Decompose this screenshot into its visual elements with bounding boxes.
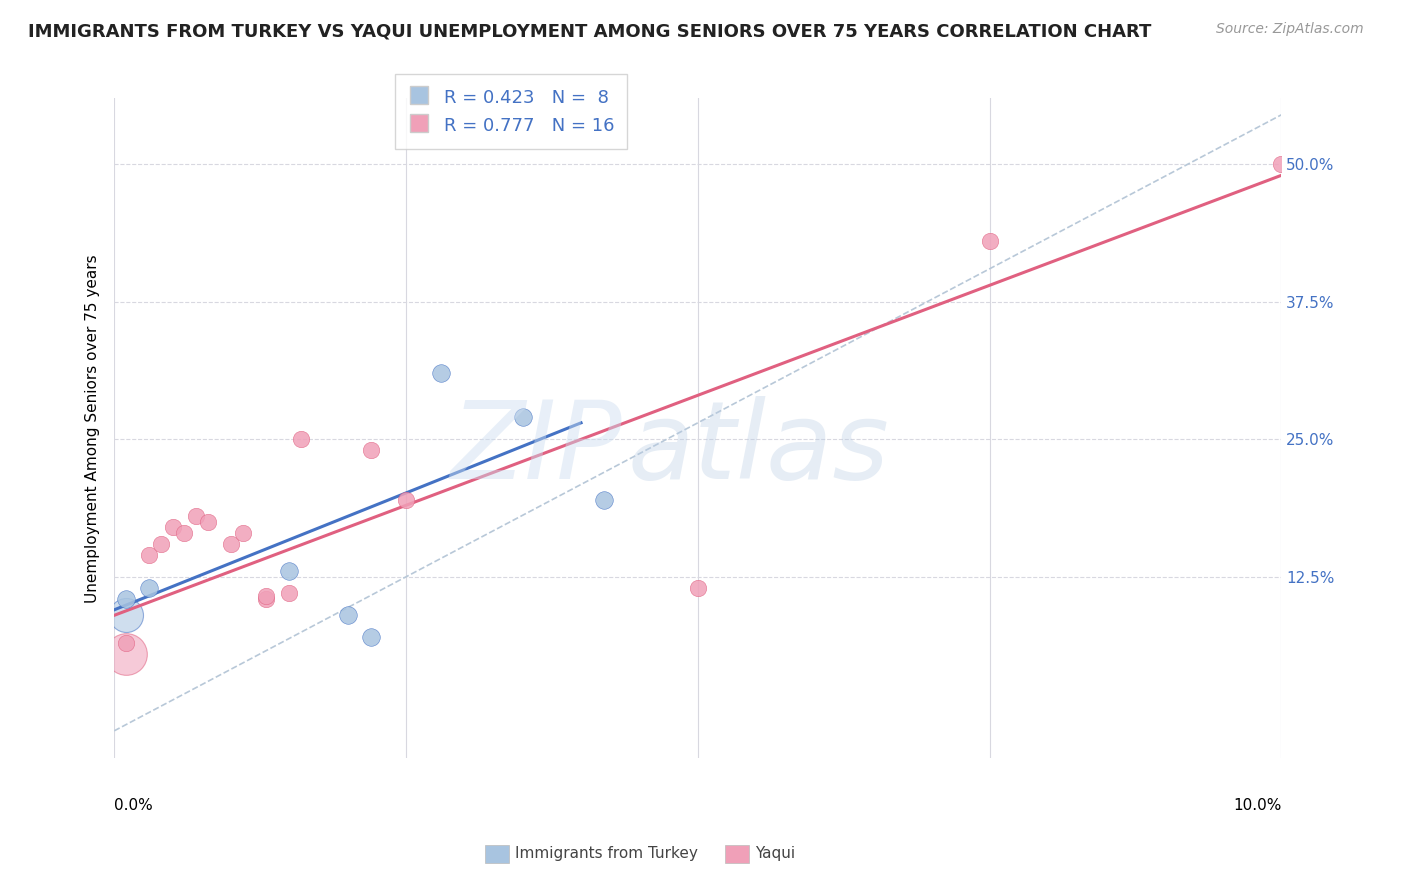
Text: 0.0%: 0.0% bbox=[114, 798, 153, 813]
Point bbox=[115, 608, 138, 623]
Text: IMMIGRANTS FROM TURKEY VS YAQUI UNEMPLOYMENT AMONG SENIORS OVER 75 YEARS CORRELA: IMMIGRANTS FROM TURKEY VS YAQUI UNEMPLOY… bbox=[28, 22, 1152, 40]
Legend: R = 0.423   N =  8, R = 0.777   N = 16: R = 0.423 N = 8, R = 0.777 N = 16 bbox=[395, 74, 627, 149]
Point bbox=[254, 589, 277, 603]
Text: Source: ZipAtlas.com: Source: ZipAtlas.com bbox=[1216, 22, 1364, 37]
Point bbox=[593, 492, 616, 507]
Point bbox=[360, 443, 382, 458]
Point bbox=[162, 520, 184, 534]
Point bbox=[430, 367, 453, 381]
Point bbox=[1270, 157, 1292, 171]
Point bbox=[219, 537, 242, 551]
Point bbox=[184, 509, 207, 524]
Point bbox=[278, 565, 301, 579]
Text: atlas: atlas bbox=[627, 396, 890, 500]
Point bbox=[512, 410, 534, 425]
Point bbox=[232, 525, 254, 540]
Y-axis label: Unemployment Among Seniors over 75 years: Unemployment Among Seniors over 75 years bbox=[86, 254, 100, 603]
Point bbox=[115, 591, 138, 606]
Point bbox=[173, 525, 195, 540]
Text: ZIP: ZIP bbox=[450, 396, 621, 500]
Point bbox=[336, 608, 359, 623]
Point bbox=[360, 631, 382, 645]
Point bbox=[395, 492, 418, 507]
Text: Yaqui: Yaqui bbox=[755, 847, 796, 861]
Point bbox=[979, 235, 1001, 249]
Point bbox=[686, 581, 709, 595]
Point bbox=[290, 433, 312, 447]
Text: 10.0%: 10.0% bbox=[1233, 798, 1281, 813]
Point bbox=[197, 515, 219, 529]
Point bbox=[115, 636, 138, 650]
Point bbox=[138, 581, 160, 595]
Point bbox=[115, 647, 138, 661]
Point bbox=[278, 586, 301, 600]
Point bbox=[138, 548, 160, 562]
Text: Immigrants from Turkey: Immigrants from Turkey bbox=[515, 847, 697, 861]
Point bbox=[254, 591, 277, 606]
Point bbox=[149, 537, 172, 551]
